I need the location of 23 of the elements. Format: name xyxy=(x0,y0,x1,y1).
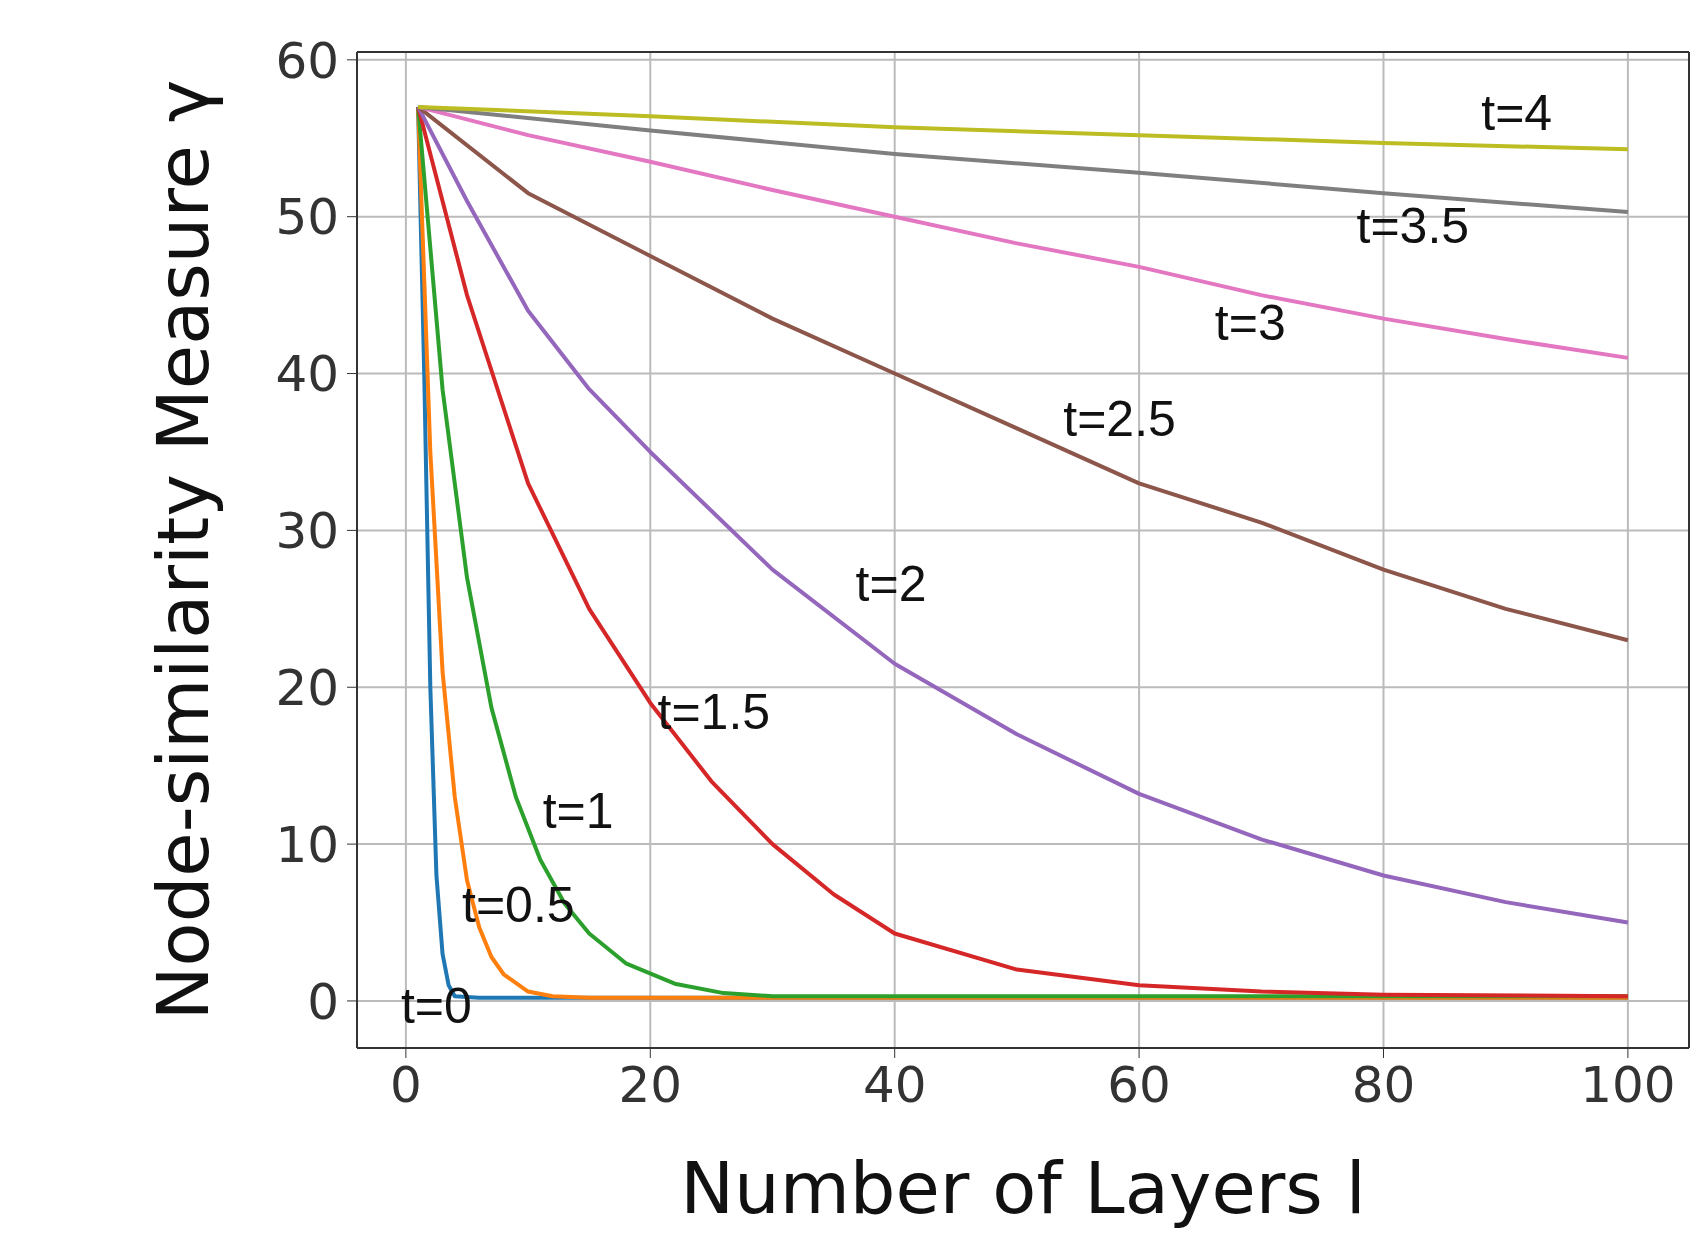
y-tick-label: 30 xyxy=(275,502,339,561)
x-axis-title: Number of Layers l xyxy=(680,1146,1366,1230)
x-tick-label: 40 xyxy=(862,1055,927,1114)
x-tick-label: 80 xyxy=(1351,1055,1416,1114)
series-label: t=4 xyxy=(1481,85,1553,142)
series-label: t=1 xyxy=(542,783,614,840)
y-tick-label: 40 xyxy=(275,345,339,404)
series-label: t=3 xyxy=(1214,295,1286,352)
x-tick-label: 100 xyxy=(1580,1055,1676,1114)
y-axis-title: Node-similarity Measure γ xyxy=(141,79,225,1021)
series-label: t=0 xyxy=(400,977,472,1034)
x-tick-label: 20 xyxy=(618,1055,683,1114)
y-tick-label: 20 xyxy=(275,658,339,717)
y-tick-label: 0 xyxy=(307,972,339,1031)
series-label: t=3.5 xyxy=(1356,198,1470,255)
y-tick-label: 10 xyxy=(275,815,339,874)
y-tick-label: 50 xyxy=(275,188,339,247)
x-tick-label: 0 xyxy=(389,1055,422,1114)
series-label: t=1.5 xyxy=(657,684,771,741)
series-label: t=2.5 xyxy=(1063,391,1176,448)
x-tick-label: 60 xyxy=(1107,1055,1171,1114)
y-tick-label: 60 xyxy=(275,31,339,90)
series-label: t=2 xyxy=(855,555,927,612)
